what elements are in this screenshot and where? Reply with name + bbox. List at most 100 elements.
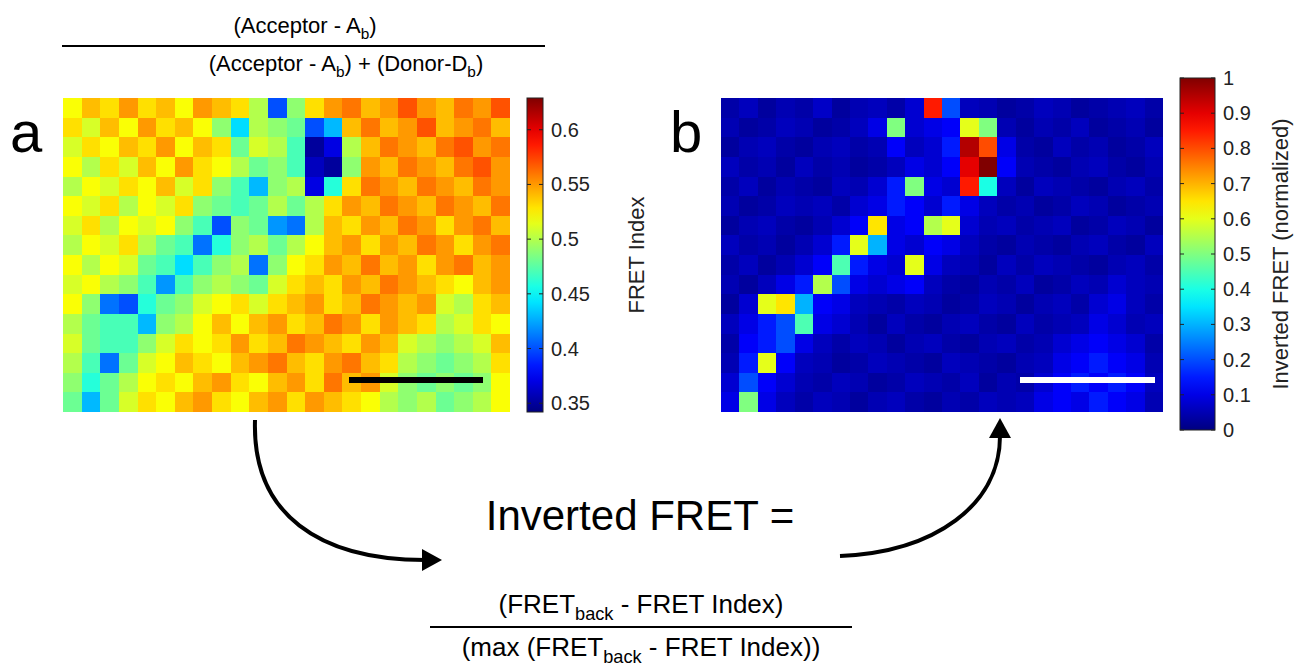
heatmap-cell bbox=[832, 353, 851, 373]
heatmap-cell bbox=[832, 255, 851, 275]
heatmap-cell bbox=[942, 216, 961, 236]
heatmap-cell bbox=[1126, 353, 1145, 373]
heatmap-cell bbox=[795, 177, 814, 197]
heatmap-cell bbox=[813, 314, 832, 334]
heatmap-cell bbox=[119, 196, 138, 216]
subscript: back bbox=[603, 647, 642, 667]
heatmap-cell bbox=[63, 118, 82, 138]
heatmap-cell bbox=[813, 294, 832, 314]
heatmap-cell bbox=[997, 392, 1016, 412]
heatmap-cell bbox=[324, 314, 343, 334]
colorbar-tick bbox=[539, 184, 543, 185]
colorbar-tick bbox=[527, 293, 531, 294]
heatmap-cell bbox=[1071, 177, 1090, 197]
heatmap-cell bbox=[832, 294, 851, 314]
heatmap-cell bbox=[832, 235, 851, 255]
heatmap-cell bbox=[979, 177, 998, 197]
heatmap-cell bbox=[342, 118, 361, 138]
heatmap-cell bbox=[175, 392, 194, 412]
heatmap-cell bbox=[473, 118, 492, 138]
heatmap-cell bbox=[1034, 118, 1053, 138]
heatmap-cell bbox=[268, 177, 287, 197]
colorbar-tick bbox=[527, 184, 531, 185]
heatmap-cell bbox=[268, 98, 287, 118]
heatmap-cell bbox=[942, 98, 961, 118]
heatmap-cell bbox=[960, 255, 979, 275]
heatmap-cell bbox=[979, 294, 998, 314]
heatmap-cell bbox=[1016, 196, 1035, 216]
heatmap-cell bbox=[175, 98, 194, 118]
heatmap-cell bbox=[436, 98, 455, 118]
heatmap-cell bbox=[721, 235, 740, 255]
heatmap-cell bbox=[1089, 157, 1108, 177]
heatmap-cell bbox=[960, 118, 979, 138]
heatmap-cell bbox=[100, 235, 119, 255]
colorbar-tick bbox=[1211, 148, 1215, 149]
formula-text: (FRETback - FRET Index) bbox=[499, 589, 784, 624]
heatmap-cell bbox=[249, 235, 268, 255]
heatmap-cell bbox=[1108, 353, 1127, 373]
heatmap-cell bbox=[249, 118, 268, 138]
heatmap-cell bbox=[1071, 314, 1090, 334]
heatmap-cell bbox=[287, 137, 306, 157]
heatmap-cell bbox=[436, 235, 455, 255]
heatmap-cell bbox=[268, 118, 287, 138]
heatmap-cell bbox=[1016, 334, 1035, 354]
subscript: back bbox=[575, 604, 614, 624]
heatmap-cell bbox=[832, 275, 851, 295]
colorbar-tick-label: 0.55 bbox=[551, 173, 590, 195]
heatmap-cell bbox=[417, 177, 436, 197]
heatmap-cell bbox=[473, 196, 492, 216]
heatmap-cell bbox=[193, 235, 212, 255]
heatmap-cell bbox=[473, 275, 492, 295]
colorbar-tick bbox=[1211, 394, 1215, 395]
heatmap-cell bbox=[832, 177, 851, 197]
heatmap-cell bbox=[417, 275, 436, 295]
heatmap-cell bbox=[212, 118, 231, 138]
heatmap-cell bbox=[776, 177, 795, 197]
heatmap-cell bbox=[473, 137, 492, 157]
heatmap-cell bbox=[758, 314, 777, 334]
heatmap-cell bbox=[739, 373, 758, 393]
heatmap-cell bbox=[795, 294, 814, 314]
heatmap-cell bbox=[795, 118, 814, 138]
heatmap-cell bbox=[1126, 157, 1145, 177]
colorbar-tick bbox=[1211, 289, 1215, 290]
heatmap-cell bbox=[868, 177, 887, 197]
heatmap-cell bbox=[960, 157, 979, 177]
heatmap-cell bbox=[249, 373, 268, 393]
heatmap-cell bbox=[82, 137, 101, 157]
heatmap-cell bbox=[175, 353, 194, 373]
heatmap-cell bbox=[1071, 137, 1090, 157]
heatmap-cell bbox=[1089, 314, 1108, 334]
heatmap-cell bbox=[739, 392, 758, 412]
heatmap-cell bbox=[454, 294, 473, 314]
heatmap-cell bbox=[1053, 137, 1072, 157]
heatmap-cell bbox=[175, 177, 194, 197]
heatmap-cell bbox=[491, 353, 510, 373]
heatmap-cell bbox=[1145, 196, 1163, 216]
heatmap-cell bbox=[82, 255, 101, 275]
heatmap-cell bbox=[739, 235, 758, 255]
heatmap-cell bbox=[1053, 177, 1072, 197]
colorbar-tick-label: 0.2 bbox=[1223, 349, 1251, 371]
heatmap-cell bbox=[924, 196, 943, 216]
heatmap-cell bbox=[417, 98, 436, 118]
heatmap-cell bbox=[175, 255, 194, 275]
heatmap-cell bbox=[63, 275, 82, 295]
heatmap-cell bbox=[380, 275, 399, 295]
heatmap-cell bbox=[175, 373, 194, 393]
heatmap-cell bbox=[100, 353, 119, 373]
heatmap-cell bbox=[850, 177, 869, 197]
heatmap-cell bbox=[1108, 118, 1127, 138]
heatmap-cell bbox=[868, 196, 887, 216]
heatmap-cell bbox=[887, 98, 906, 118]
heatmap-cell bbox=[905, 157, 924, 177]
heatmap-cell bbox=[193, 392, 212, 412]
colorbar-tick bbox=[1180, 254, 1184, 255]
heatmap-cell bbox=[491, 98, 510, 118]
heatmap-cell bbox=[795, 98, 814, 118]
heatmap-cell bbox=[268, 334, 287, 354]
heatmap-cell bbox=[942, 196, 961, 216]
heatmap-cell bbox=[1126, 314, 1145, 334]
